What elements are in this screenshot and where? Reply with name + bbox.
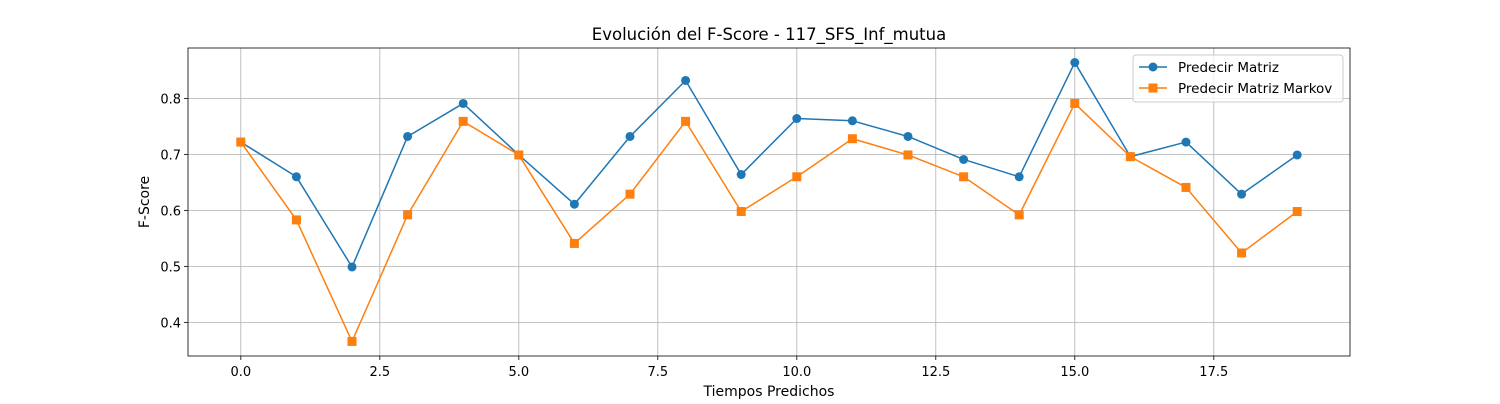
x-tick-label: 15.0 xyxy=(1060,365,1089,380)
data-point-predecir-matriz xyxy=(903,131,913,141)
legend-label-predecir-matriz: Predecir Matriz xyxy=(1178,60,1279,76)
data-point-predecir-matriz xyxy=(625,131,635,141)
legend-marker-predecir-matriz-markov xyxy=(1148,83,1158,93)
x-axis-title: Tiempos Predichos xyxy=(703,384,835,400)
data-point-predecir-matriz-markov xyxy=(1125,152,1135,162)
legend: Predecir Matriz Predecir Matriz Markov xyxy=(1132,54,1344,103)
data-point-predecir-matriz xyxy=(403,131,413,141)
plot-frame xyxy=(187,47,1351,357)
y-tick-label: 0.8 xyxy=(160,92,181,107)
x-tick-label: 0.0 xyxy=(230,365,251,380)
legend-label-predecir-matriz-markov: Predecir Matriz Markov xyxy=(1178,81,1332,97)
data-point-predecir-matriz-markov xyxy=(903,150,913,160)
x-tick-label: 10.0 xyxy=(782,365,811,380)
data-point-predecir-matriz-markov xyxy=(1181,182,1191,192)
y-tick-label: 0.6 xyxy=(160,204,181,219)
x-tick-label: 5.0 xyxy=(508,365,529,380)
data-point-predecir-matriz xyxy=(792,114,802,124)
legend-box xyxy=(1132,54,1344,103)
series-line-predecir-matriz xyxy=(240,61,1298,268)
data-point-predecir-matriz-markov xyxy=(1292,207,1302,217)
data-point-predecir-matriz xyxy=(1292,150,1302,160)
data-point-predecir-matriz xyxy=(569,199,579,209)
series-layer xyxy=(236,58,1302,346)
data-point-predecir-matriz xyxy=(291,172,301,182)
data-point-predecir-matriz-markov xyxy=(681,116,691,126)
series-line-predecir-matriz-markov xyxy=(240,102,1298,343)
data-point-predecir-matriz-markov xyxy=(1237,248,1247,258)
x-tick-label: 2.5 xyxy=(369,365,390,380)
data-point-predecir-matriz xyxy=(736,170,746,180)
chart-title: Evolución del F-Score - 117_SFS_Inf_mutu… xyxy=(592,25,946,45)
data-point-predecir-matriz xyxy=(1237,189,1247,199)
y-tick-label: 0.4 xyxy=(160,316,181,331)
data-point-predecir-matriz-markov xyxy=(514,150,524,160)
x-tick-label: 7.5 xyxy=(647,365,668,380)
data-point-predecir-matriz xyxy=(847,116,857,126)
y-axis-title: F-Score xyxy=(137,176,153,228)
data-point-predecir-matriz xyxy=(959,154,969,164)
data-point-predecir-matriz-markov xyxy=(1070,98,1080,108)
data-point-predecir-matriz xyxy=(1181,137,1191,147)
y-tick-label: 0.5 xyxy=(160,260,181,275)
y-tick-label: 0.7 xyxy=(160,148,181,163)
data-point-predecir-matriz-markov xyxy=(403,210,413,220)
x-tick-label: 12.5 xyxy=(921,365,950,380)
data-point-predecir-matriz-markov xyxy=(959,172,969,182)
x-tick-label: 17.5 xyxy=(1199,365,1228,380)
data-point-predecir-matriz xyxy=(458,98,468,108)
data-point-predecir-matriz-markov xyxy=(847,134,857,144)
data-point-predecir-matriz-markov xyxy=(625,189,635,199)
data-point-predecir-matriz-markov xyxy=(792,172,802,182)
data-point-predecir-matriz-markov xyxy=(458,116,468,126)
data-point-predecir-matriz xyxy=(681,75,691,85)
data-point-predecir-matriz-markov xyxy=(291,215,301,225)
data-point-predecir-matriz-markov xyxy=(347,336,357,346)
data-point-predecir-matriz-markov xyxy=(736,207,746,217)
data-point-predecir-matriz-markov xyxy=(1014,210,1024,220)
data-point-predecir-matriz xyxy=(1014,172,1024,182)
ticks-layer: 0.0 2.5 5.0 7.5 10.0 12.5 15.0 17.5 0.4 0.5 0.6 0.7… xyxy=(160,92,1228,380)
data-point-predecir-matriz xyxy=(1070,58,1080,68)
legend-marker-predecir-matriz xyxy=(1148,62,1158,72)
data-point-predecir-matriz-markov xyxy=(236,137,246,147)
data-point-predecir-matriz xyxy=(347,262,357,272)
data-point-predecir-matriz-markov xyxy=(569,238,579,248)
